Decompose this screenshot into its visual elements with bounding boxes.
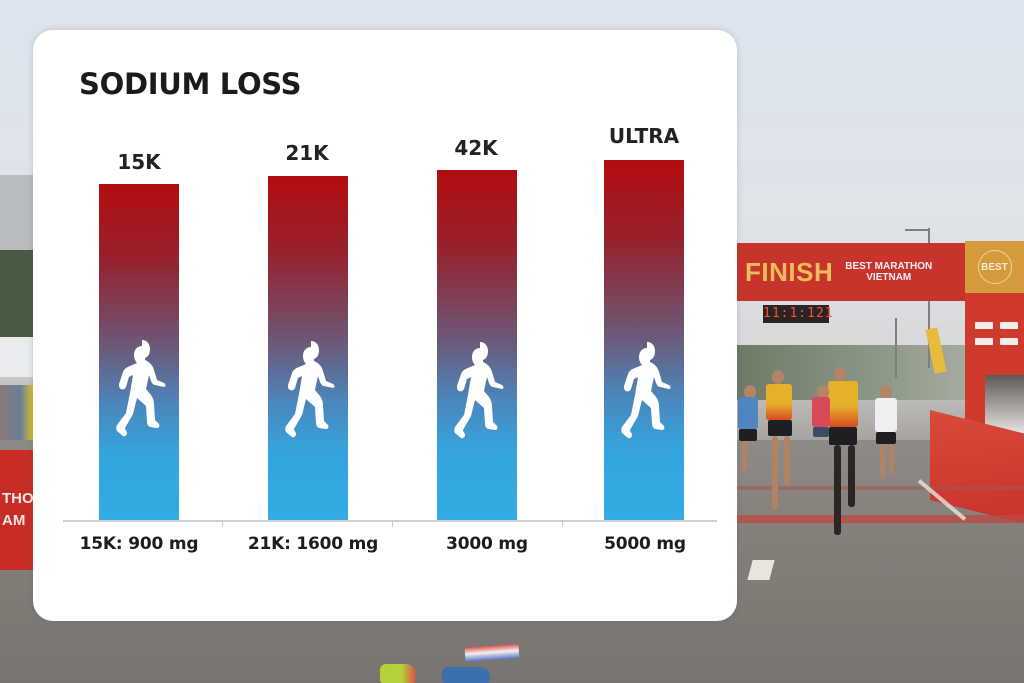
sodium-loss-card: SODIUM LOSS 15K 21K 42K ULTRA 15K: 900 m… <box>33 30 737 621</box>
sponsor-logo <box>975 322 993 329</box>
event-logo: BEST <box>977 250 1012 284</box>
bar-label-15k: 15K <box>117 150 161 174</box>
race-clock: 11:1:121 <box>763 305 834 323</box>
timing-mat <box>737 486 1024 490</box>
running-man-icon <box>454 342 504 439</box>
finish-banner: FINISH BEST MARATHON VIETNAM <box>737 243 965 301</box>
sponsor-logo <box>1000 322 1018 329</box>
x-axis-baseline <box>63 520 717 522</box>
street-lamp <box>895 318 897 378</box>
spectators <box>0 385 34 450</box>
left-barrier-banner <box>0 450 34 570</box>
bar-15k <box>99 184 179 520</box>
tent <box>0 337 34 377</box>
value-label-15k: 15K: 900 mg <box>79 534 199 554</box>
finish-line-mat <box>737 515 1024 523</box>
street-lamp-arm <box>905 229 930 231</box>
bar-label-42k: 42K <box>454 136 498 160</box>
building <box>0 175 34 255</box>
bar-42k <box>437 170 517 520</box>
sponsor-logo <box>975 338 993 345</box>
value-label-ultra: 5000 mg <box>604 534 686 554</box>
chart-title: SODIUM LOSS <box>79 67 302 101</box>
x-axis-tick <box>562 520 563 527</box>
event-logo-panel: BEST <box>965 241 1024 293</box>
value-label-21k: 21K: 1600 mg <box>247 534 379 554</box>
bar-label-21k: 21K <box>285 141 329 165</box>
bar-ultra <box>604 160 684 520</box>
sponsor-logo <box>1000 338 1018 345</box>
trees <box>0 250 34 340</box>
running-man-icon <box>116 340 166 437</box>
x-axis-tick <box>392 520 393 527</box>
shoe <box>380 664 416 683</box>
event-brand: BEST MARATHON VIETNAM <box>845 261 933 283</box>
running-man-icon <box>621 342 671 439</box>
shoe <box>442 667 490 683</box>
left-banner-text: THO AM <box>2 490 34 529</box>
bar-label-ultra: ULTRA <box>608 124 680 148</box>
bar-21k <box>268 176 348 520</box>
finish-text: FINISH <box>745 256 834 287</box>
x-axis-tick <box>222 520 223 527</box>
running-man-icon <box>285 341 335 438</box>
value-label-42k: 3000 mg <box>446 534 528 554</box>
